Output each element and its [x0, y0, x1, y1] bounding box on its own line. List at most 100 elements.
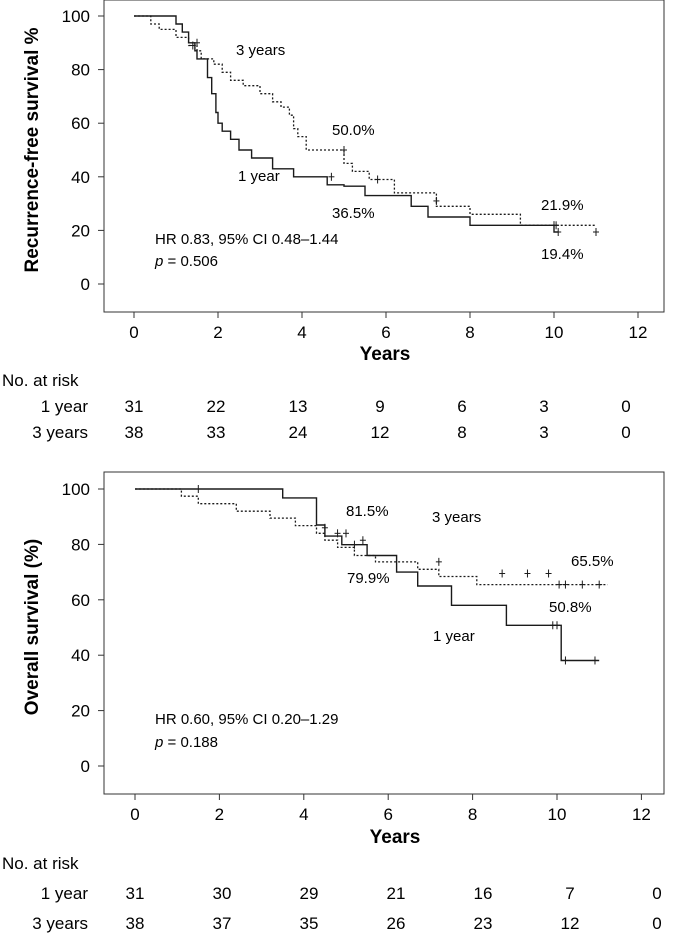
risk-row-label: 1 year	[41, 397, 89, 416]
risk-value: 30	[213, 884, 232, 903]
censor-mark	[593, 228, 599, 237]
censor-mark	[551, 221, 557, 230]
censor-mark	[435, 557, 442, 566]
risk-value: 9	[375, 397, 384, 416]
survival-curves	[134, 15, 599, 237]
risk-value: 31	[126, 884, 145, 903]
risk-value: 12	[561, 914, 580, 933]
censor-mark	[195, 485, 202, 493]
plot-frame	[103, 0, 665, 313]
censor-mark	[334, 529, 341, 538]
pct-36-5: 36.5%	[332, 205, 375, 222]
x-tick-label: 12	[629, 323, 648, 342]
pct-19-4: 19.4%	[541, 246, 584, 263]
x-tick-label: 8	[465, 323, 474, 342]
p-value: p = 0.506	[154, 253, 218, 270]
risk-table: No. at risk 1 year 3 years 31 22 13 9 6 3 038 3…	[2, 371, 631, 442]
y-tick-label: 100	[62, 7, 90, 26]
overall-survival-panel: 0 20 40 60 80 100 0 2 4 6 8 10 12 Overall survival …	[2, 471, 665, 933]
risk-value: 12	[371, 423, 390, 442]
risk-value: 29	[300, 884, 319, 903]
y-tick-label: 40	[71, 646, 90, 665]
censor-mark	[555, 228, 562, 237]
risk-value: 35	[300, 914, 319, 933]
series-line-3-years	[134, 15, 596, 226]
censor-mark	[499, 569, 506, 578]
risk-value: 0	[652, 914, 661, 933]
y-tick-label: 80	[71, 535, 90, 554]
censor-mark	[433, 196, 440, 205]
risk-row-label: 1 year	[41, 884, 89, 903]
pct-21-9: 21.9%	[541, 197, 584, 214]
y-axis: 0 20 40 60 80 100	[62, 7, 104, 294]
pct-50-0: 50.0%	[332, 122, 375, 139]
censor-mark	[562, 580, 569, 589]
recurrence-free-survival-panel: 0 20 40 60 80 100 0 2 4 6 8 10 12 Recurrence-free s…	[2, 0, 665, 442]
risk-row-label: 3 years	[32, 914, 88, 933]
x-axis-label: Years	[370, 827, 421, 848]
censor-mark	[359, 536, 366, 545]
x-tick-label: 10	[548, 805, 567, 824]
label-1-year: 1 year	[238, 168, 280, 185]
risk-table: No. at risk 1 year 3 years 31 30 29 21 16 7 0 3…	[2, 854, 662, 933]
risk-value: 8	[457, 423, 466, 442]
label-1-year: 1 year	[433, 628, 475, 645]
risk-value: 33	[207, 423, 226, 442]
censor-mark	[596, 580, 603, 589]
censor-mark	[341, 146, 347, 154]
censor-mark	[556, 580, 563, 589]
x-tick-label: 6	[383, 805, 392, 824]
x-tick-label: 12	[632, 805, 651, 824]
risk-table-title: No. at risk	[2, 854, 79, 873]
survival-curves	[135, 485, 608, 665]
y-tick-label: 40	[71, 168, 90, 187]
pct-81-5: 81.5%	[346, 503, 389, 520]
risk-value: 22	[207, 397, 226, 416]
censor-mark	[591, 656, 598, 665]
risk-value: 6	[457, 397, 466, 416]
hazard-ratio: HR 0.60, 95% CI 0.20–1.29	[155, 711, 338, 728]
y-axis: 0 20 40 60 80 100	[62, 480, 104, 776]
risk-value: 0	[621, 423, 630, 442]
risk-value: 3	[539, 397, 548, 416]
x-tick-label: 4	[299, 805, 308, 824]
x-tick-label: 0	[130, 805, 139, 824]
y-axis-label: Recurrence-free survival %	[22, 27, 43, 272]
p-value: p = 0.188	[154, 734, 218, 751]
series-line-1-year	[134, 15, 559, 233]
y-tick-label: 60	[71, 114, 90, 133]
risk-value: 3	[539, 423, 548, 442]
x-tick-label: 4	[297, 323, 306, 342]
x-tick-label: 2	[215, 805, 224, 824]
risk-value: 16	[474, 884, 493, 903]
risk-value: 21	[387, 884, 406, 903]
censor-mark	[374, 175, 381, 184]
label-3-years: 3 years	[236, 42, 285, 59]
censor-mark	[545, 569, 552, 578]
censor-mark	[343, 529, 349, 538]
label-3-years: 3 years	[432, 509, 481, 526]
y-tick-label: 20	[71, 221, 90, 240]
risk-value: 38	[125, 423, 144, 442]
risk-value: 0	[621, 397, 630, 416]
risk-value: 23	[474, 914, 493, 933]
risk-value: 31	[125, 397, 144, 416]
y-tick-label: 80	[71, 61, 90, 80]
censor-mark	[189, 41, 196, 50]
risk-value: 37	[213, 914, 232, 933]
censor-mark	[554, 621, 560, 630]
pct-50-8: 50.8%	[549, 599, 592, 616]
x-tick-label: 10	[545, 323, 564, 342]
risk-table-title: No. at risk	[2, 371, 79, 390]
y-tick-label: 100	[62, 480, 90, 499]
censor-mark	[579, 580, 586, 589]
series-line-1-year	[135, 488, 600, 662]
risk-value: 26	[387, 914, 406, 933]
hazard-ratio: HR 0.83, 95% CI 0.48–1.44	[155, 231, 338, 248]
pct-79-9: 79.9%	[347, 570, 390, 587]
x-tick-label: 6	[381, 323, 390, 342]
censor-mark	[328, 172, 335, 181]
x-tick-label: 2	[213, 323, 222, 342]
y-axis-label: Overall survival (%)	[22, 539, 43, 715]
